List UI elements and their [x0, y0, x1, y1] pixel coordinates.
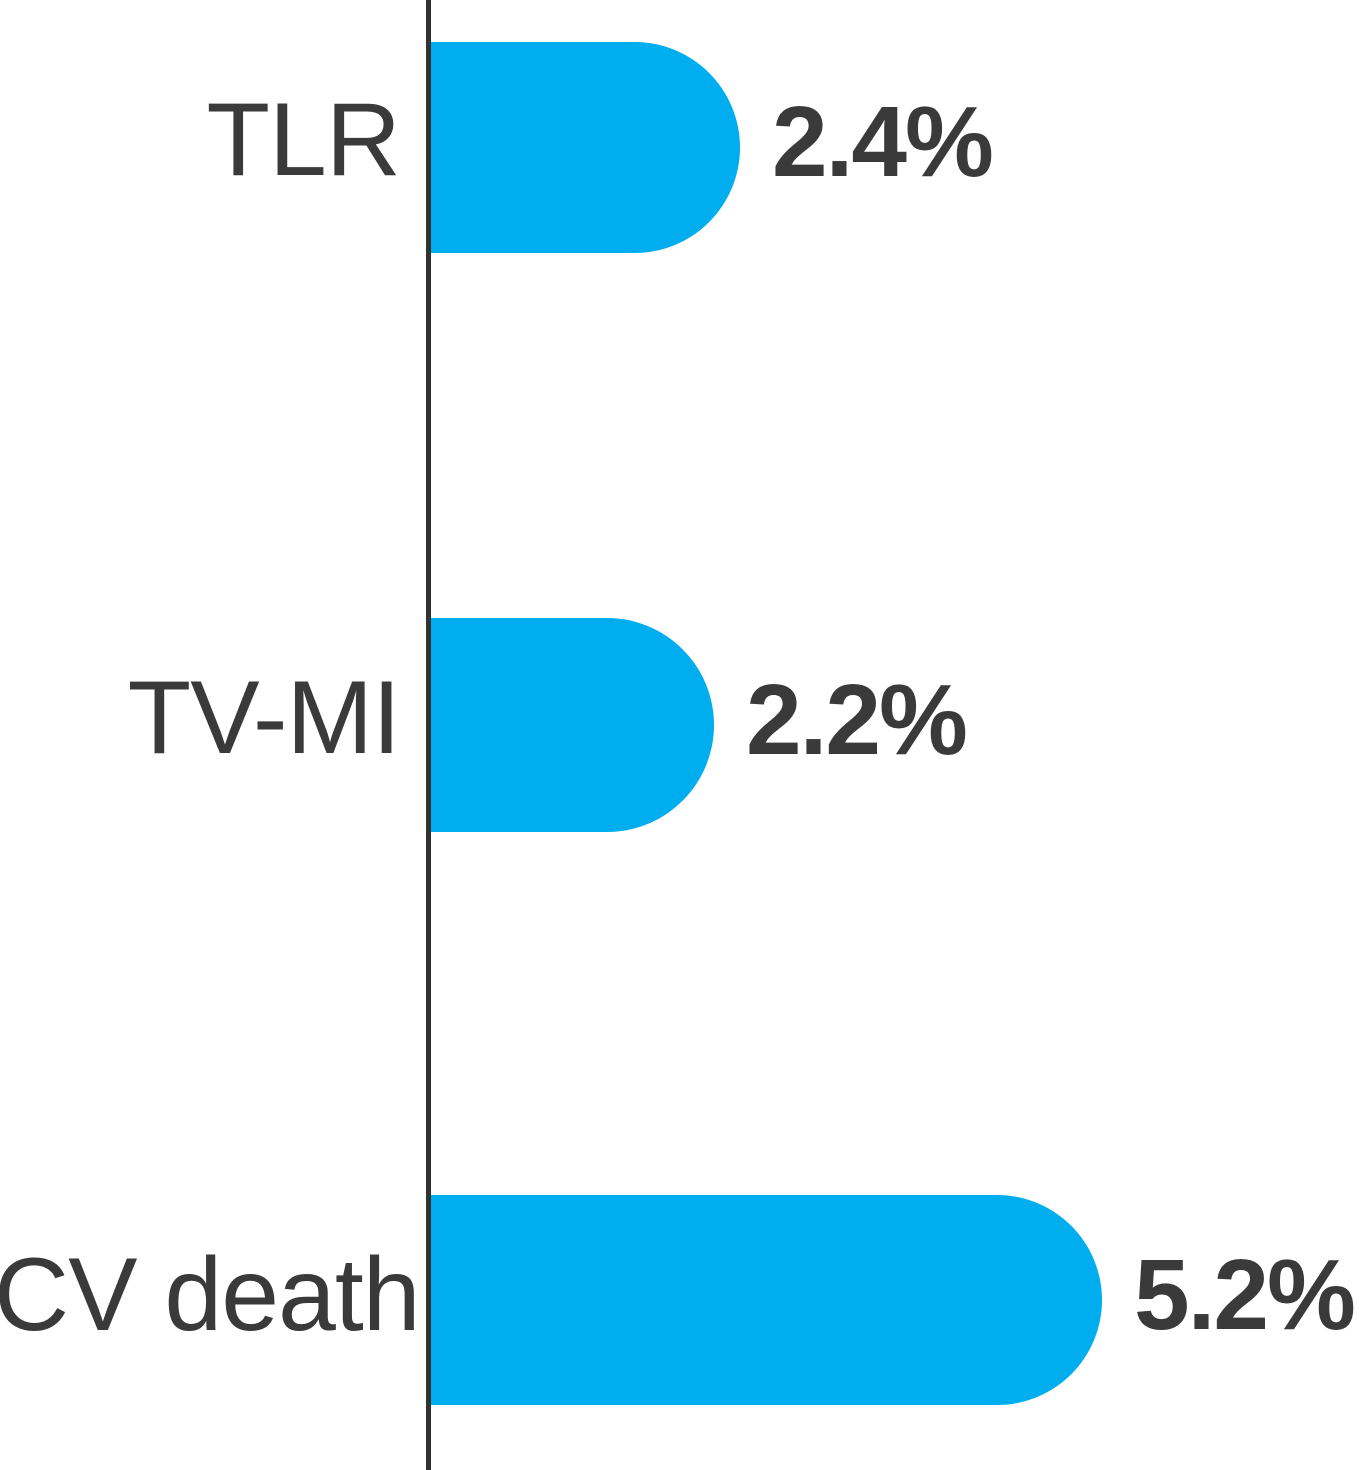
bar-fill-tv-mi[interactable] — [429, 618, 714, 832]
bar-fill-tlr[interactable] — [429, 42, 740, 253]
category-label-tlr: TLR — [206, 82, 401, 198]
bar-track-tv-mi — [429, 618, 714, 832]
category-label-cv-death: CV death — [0, 1237, 421, 1353]
bar-row-cv-death: CV death 5.2% — [0, 1195, 1369, 1405]
value-label-tlr: 2.4% — [772, 86, 994, 198]
bar-track-tlr — [429, 42, 740, 253]
value-label-tv-mi: 2.2% — [746, 664, 968, 776]
y-axis-line — [426, 0, 431, 1470]
bar-row-tv-mi: TV-MI 2.2% — [0, 618, 1369, 832]
bar-track-cv-death — [429, 1195, 1102, 1405]
category-label-tv-mi: TV-MI — [127, 660, 401, 776]
bar-fill-cv-death[interactable] — [429, 1195, 1102, 1405]
bar-row-tlr: TLR 2.4% — [0, 42, 1369, 253]
value-label-cv-death: 5.2% — [1134, 1239, 1356, 1351]
